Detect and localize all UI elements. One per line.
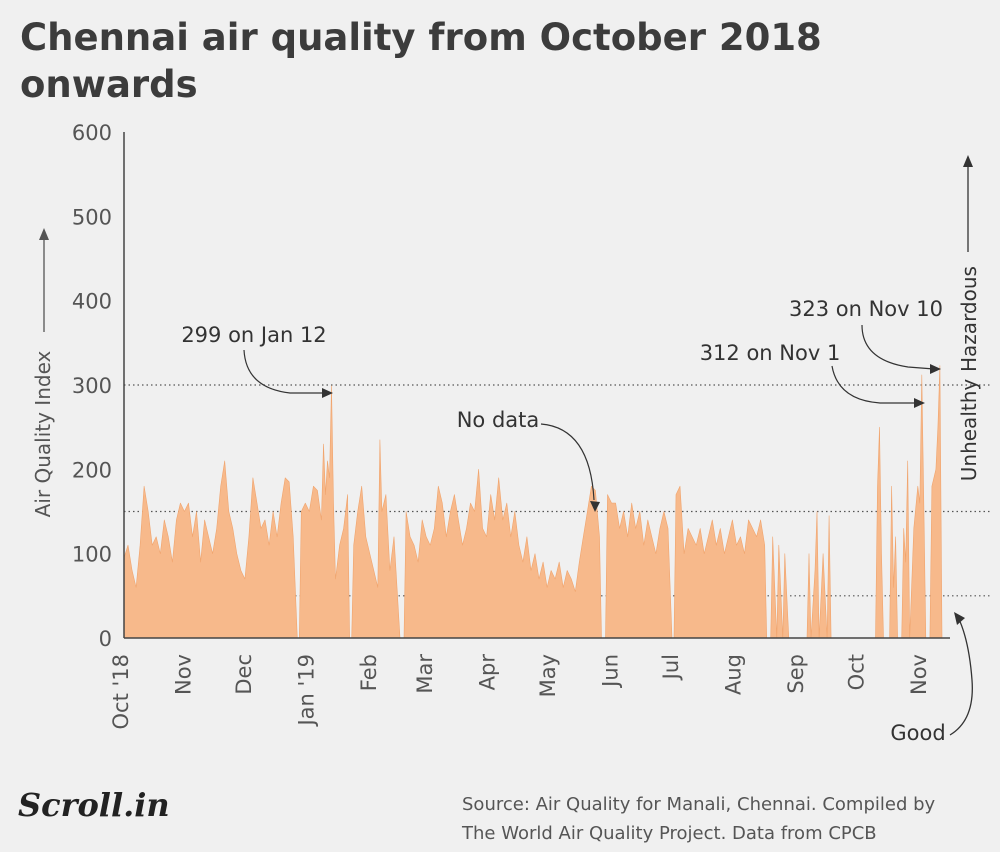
y-axis-label: Air Quality Index — [31, 350, 55, 517]
unhealthy-label: Unhealthy — [957, 379, 981, 482]
x-tick-label: Sep — [784, 654, 808, 694]
source-line-2: The World Air Quality Project. Data from… — [462, 823, 877, 844]
annotation-arrow-head — [590, 501, 600, 512]
x-tick-label: Aug — [721, 654, 745, 695]
y-tick-label: 600 — [72, 121, 112, 145]
y-tick-labels: 0 100 200 300 400 500 600 — [72, 121, 112, 651]
hazard-arrow-head — [963, 155, 973, 167]
hazardous-label: Hazardous — [957, 266, 981, 372]
annotation-label: 299 on Jan 12 — [181, 323, 326, 347]
x-tick-label: May — [536, 654, 560, 697]
x-tick-label: Jul — [659, 654, 683, 681]
annotation-label: 323 on Nov 10 — [789, 297, 943, 321]
annotations: 299 on Jan 12 No data 312 on Nov 1 323 on N… — [181, 297, 943, 512]
source-line-1: Source: Air Quality for Manali, Chennai.… — [462, 794, 936, 815]
x-tick-label: Nov — [907, 654, 931, 695]
y-tick-label: 300 — [72, 374, 112, 398]
y-tick-label: 200 — [72, 458, 112, 482]
scroll-logo: Scroll.in — [18, 786, 170, 824]
annotation-label: 312 on Nov 1 — [700, 341, 841, 365]
annotation-arrow-line — [831, 365, 918, 404]
annotation-arrow-head — [930, 364, 941, 374]
area-series — [123, 365, 943, 639]
x-tick-label: Feb — [357, 654, 381, 691]
area-series-0 — [123, 365, 943, 639]
x-tick-label: Dec — [232, 654, 256, 695]
good-arrow-line — [949, 616, 973, 736]
annotation-arrow-line — [243, 349, 326, 394]
good-label: Good — [890, 721, 945, 745]
x-tick-labels: Oct '18 Nov Dec Jan '19 Feb Mar Apr May Jun Jul Au… — [109, 654, 931, 730]
annotation-label: No data — [457, 408, 540, 432]
axes — [123, 132, 950, 639]
annotation-arrow-head — [322, 388, 333, 398]
y-tick-label: 400 — [72, 290, 112, 314]
air-quality-chart: 0 100 200 300 400 500 600 Oct '18 Nov Dec Jan '19… — [31, 121, 990, 745]
x-tick-label: Jan '19 — [294, 654, 318, 728]
good-arrow-head — [954, 612, 965, 625]
y-tick-label: 100 — [72, 543, 112, 567]
x-tick-label: Apr — [476, 654, 500, 691]
chart-title: Chennai air quality from October 2018 on… — [20, 16, 822, 106]
annotation-arrow-head — [914, 398, 925, 408]
x-tick-label: Jun — [599, 654, 623, 689]
x-tick-label: Oct '18 — [109, 654, 133, 729]
annotation-arrow-line — [861, 324, 935, 370]
x-tick-label: Oct — [844, 654, 868, 690]
axis-labels: Air Quality Index Unhealthy Hazardous Good — [31, 155, 981, 745]
y-tick-label: 500 — [72, 205, 112, 229]
source-note: Source: Air Quality for Manali, Chennai.… — [462, 790, 992, 848]
y-tick-label: 0 — [99, 627, 112, 651]
x-tick-label: Mar — [413, 654, 437, 694]
x-tick-label: Nov — [171, 654, 195, 695]
annotation-arrow-line — [540, 423, 595, 501]
y-axis-arrow-head — [39, 228, 49, 240]
